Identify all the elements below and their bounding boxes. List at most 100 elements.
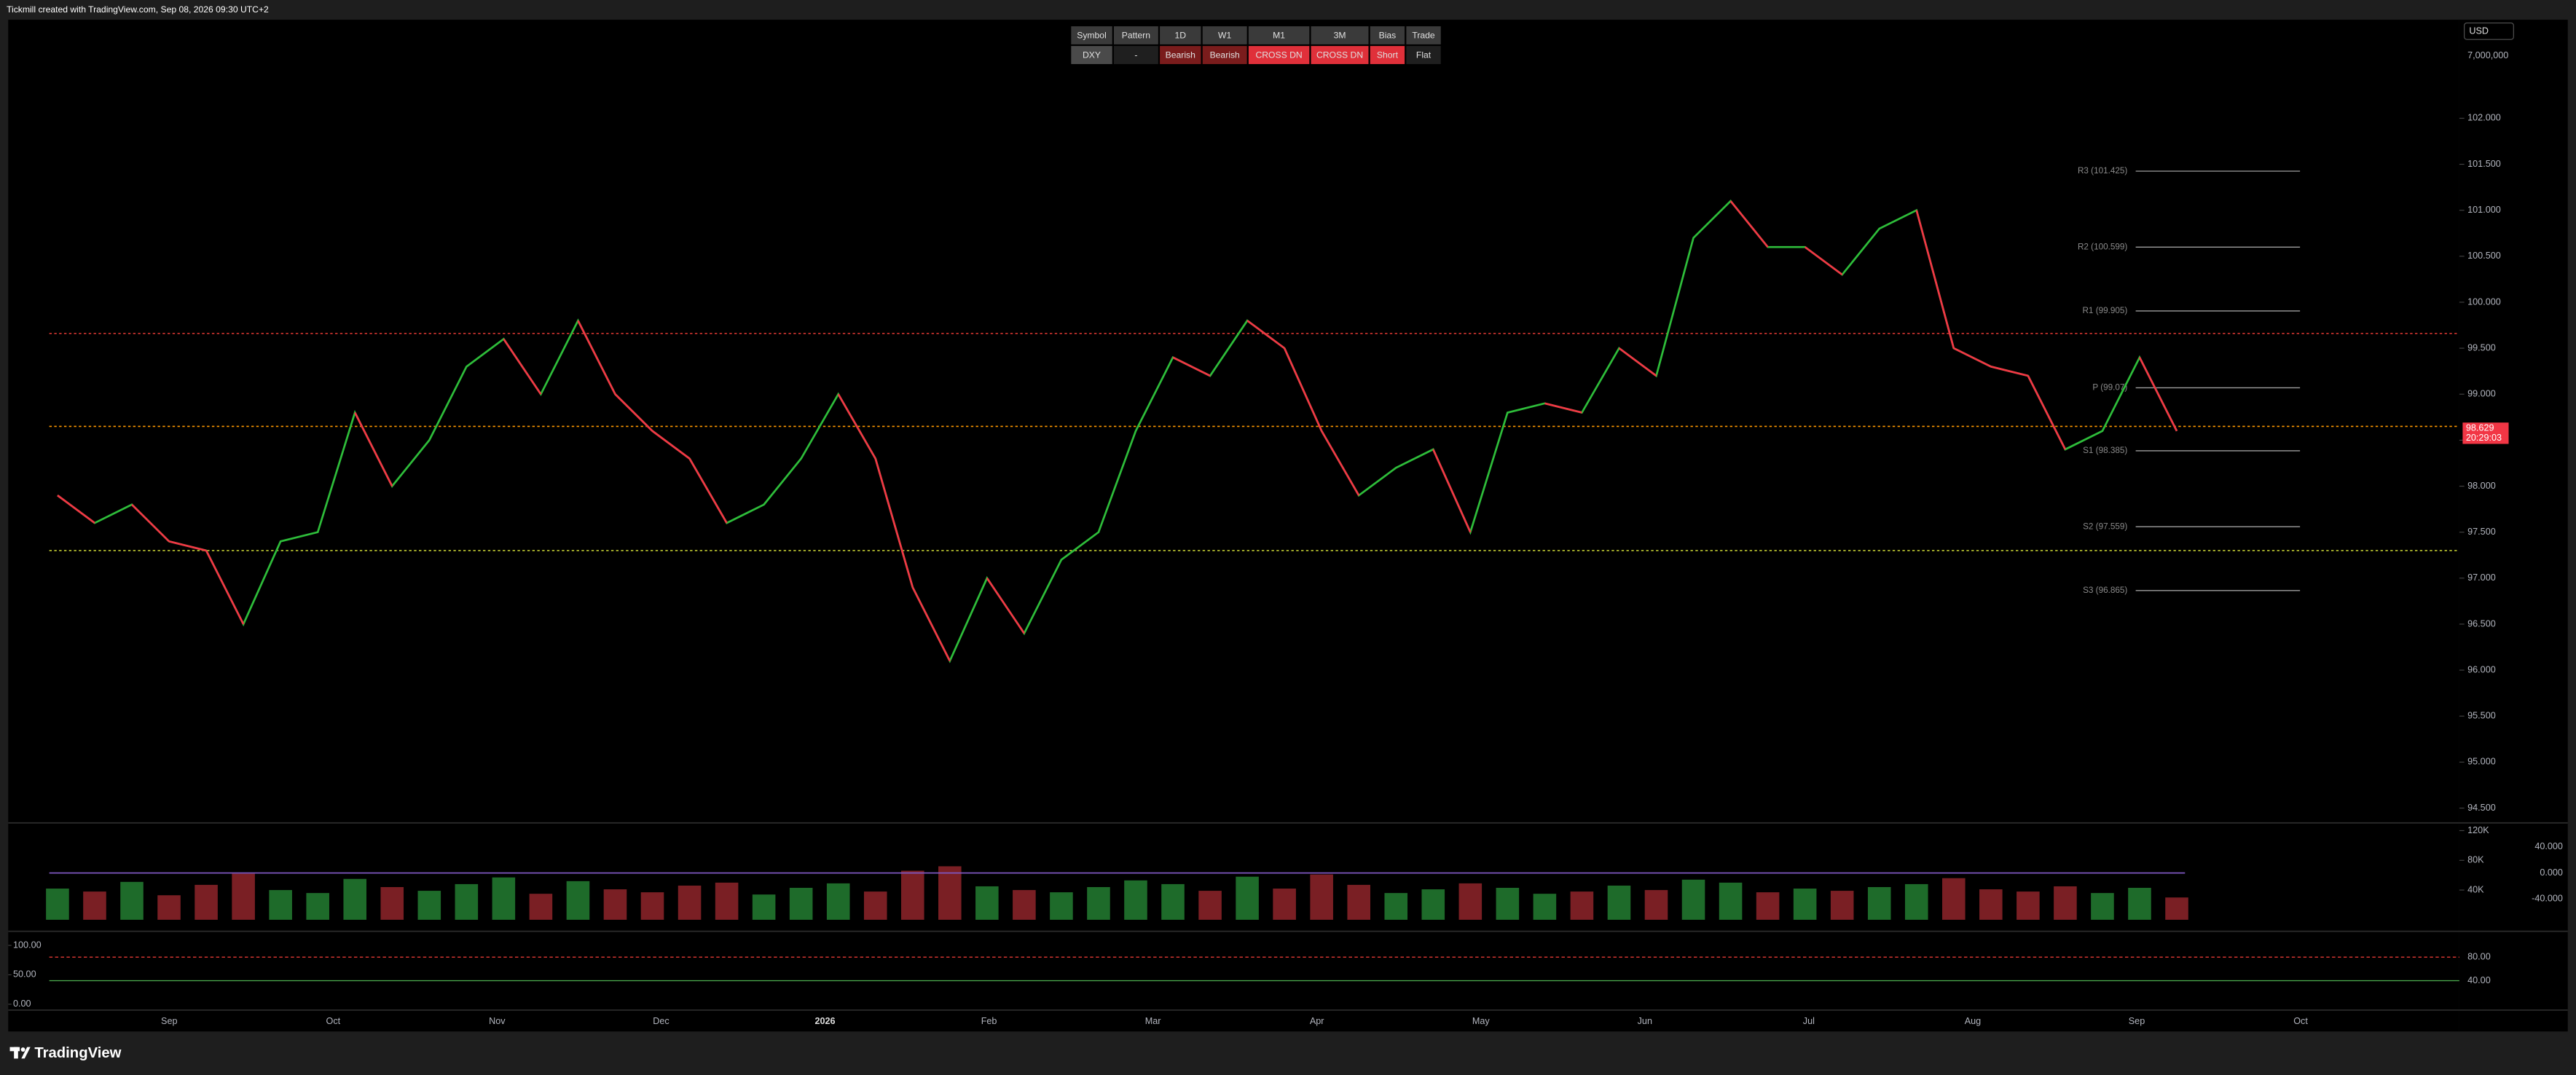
down-segment <box>354 412 393 487</box>
logo-part <box>21 1047 31 1059</box>
volume-bar <box>2091 893 2114 920</box>
osc-tick-label: 50.00 <box>13 969 36 980</box>
volume-bar <box>1979 889 2003 920</box>
down-segment <box>577 320 616 395</box>
y-tick-label: 99.500 <box>2467 342 2496 353</box>
volume-bar <box>1496 888 1520 920</box>
y-tick-label: 99.000 <box>2467 389 2496 399</box>
down-segment <box>837 393 876 460</box>
y-tick-label: 96.000 <box>2467 664 2496 674</box>
y-tick-label: 94.500 <box>2467 803 2496 813</box>
down-segment <box>1246 320 1285 350</box>
volume-bar <box>1942 878 1966 920</box>
y-tick-label: 95.500 <box>2467 711 2496 721</box>
volume-bar <box>2165 897 2188 920</box>
volume-bar <box>1161 883 1185 920</box>
x-tick-label: Aug <box>1965 1016 1981 1026</box>
volume-bar <box>1607 885 1631 920</box>
last-price-tag <box>2462 422 2509 444</box>
volume-bar <box>120 881 144 920</box>
volume-bar <box>566 881 590 920</box>
x-tick-label: Sep <box>161 1016 177 1026</box>
currency-button[interactable] <box>2464 23 2514 40</box>
currency-label[interactable]: USD <box>2469 26 2489 36</box>
volume-bar <box>417 891 441 920</box>
volume-y2-label: 0.000 <box>2540 867 2563 878</box>
table-cell-text: CROSS DN <box>1316 50 1363 60</box>
volume-bar <box>789 888 813 920</box>
pivot-label: R1 (99.905) <box>2082 306 2127 315</box>
table-cell-text: Bearish <box>1210 50 1240 60</box>
volume-bar <box>1681 879 1705 920</box>
x-tick-label: 2026 <box>814 1016 835 1026</box>
table-header-cell <box>1370 26 1405 44</box>
volume-bar <box>1198 891 1222 920</box>
volume-bar <box>529 894 553 920</box>
last-price-label: 98.629 <box>2466 422 2494 433</box>
volume-bar <box>1236 876 1259 920</box>
brand: TradingView <box>34 1045 121 1061</box>
volume-y2-label: -40.000 <box>2532 894 2563 904</box>
table-header-text: M1 <box>1273 30 1285 40</box>
y-tick-label: 97.000 <box>2467 572 2496 583</box>
volume-bar <box>1533 894 1557 920</box>
y-tick-label: 102.000 <box>2467 113 2501 123</box>
down-segment <box>614 393 653 432</box>
volume-bar <box>1013 890 1036 920</box>
table-header-cell <box>1160 26 1201 44</box>
table-header-cell <box>1113 26 1158 44</box>
volume-bar <box>157 895 181 920</box>
volume-bar <box>1904 883 1928 920</box>
y-tick-label: 100.500 <box>2467 251 2501 261</box>
table-cell-text: CROSS DN <box>1256 50 1303 60</box>
volume-bar <box>1384 893 1408 920</box>
table-cell-text: Short <box>1377 50 1399 60</box>
table-header-cell <box>1248 26 1310 44</box>
volume-bar <box>1087 886 1110 920</box>
volume-bar <box>455 883 479 920</box>
volume-bar <box>678 885 702 920</box>
x-tick-label: Nov <box>489 1016 506 1026</box>
pivot-label: S2 (97.559) <box>2083 521 2127 531</box>
volume-bar <box>1644 890 1668 920</box>
x-tick-label: May <box>1472 1016 1491 1026</box>
down-segment <box>1320 430 1360 496</box>
volume-bar <box>1867 886 1891 920</box>
x-tick-label: Feb <box>981 1016 997 1026</box>
osc-tick-label: 0.00 <box>13 999 31 1009</box>
volume-bar <box>752 894 776 920</box>
down-segment <box>1432 449 1472 533</box>
x-tick-label: Apr <box>1310 1016 1324 1026</box>
volume-bar <box>269 890 292 920</box>
down-segment <box>1618 347 1657 377</box>
volume-bar <box>1310 874 1333 920</box>
y-tick-label: 101.000 <box>2467 205 2501 215</box>
volume-bar <box>232 873 255 920</box>
volume-bar <box>195 884 218 920</box>
volume-bar <box>1570 891 1594 920</box>
countdown: 20:29:03 <box>2466 433 2502 443</box>
table-cell <box>1113 46 1158 64</box>
table-header-cell <box>1202 26 1247 44</box>
table-cell <box>1071 46 1112 64</box>
y-tick-label: 98.000 <box>2467 481 2496 491</box>
table-cell <box>1406 46 1441 64</box>
down-segment <box>1172 356 1211 377</box>
table-cell-text: Bearish <box>1166 50 1195 60</box>
pivot-label: S3 (96.865) <box>2083 586 2127 595</box>
pivot-label: S1 (98.385) <box>2083 446 2127 455</box>
volume-tick-label: 40K <box>2467 884 2484 894</box>
volume-bar <box>2054 886 2077 920</box>
osc-y2-label: 40.00 <box>2467 975 2491 985</box>
table-header-text: Pattern <box>1122 30 1150 40</box>
table-cell <box>1370 46 1405 64</box>
down-segment <box>503 338 542 395</box>
down-segment <box>1804 246 1843 276</box>
chart-area <box>8 20 2459 1032</box>
x-tick-label: Jun <box>1638 1016 1652 1026</box>
table-header-text: 1D <box>1175 30 1187 40</box>
volume-y2-label: 40.000 <box>2534 841 2563 851</box>
down-segment <box>57 495 95 524</box>
volume-bar <box>492 877 516 920</box>
x-tick-label: Mar <box>1145 1016 1161 1026</box>
